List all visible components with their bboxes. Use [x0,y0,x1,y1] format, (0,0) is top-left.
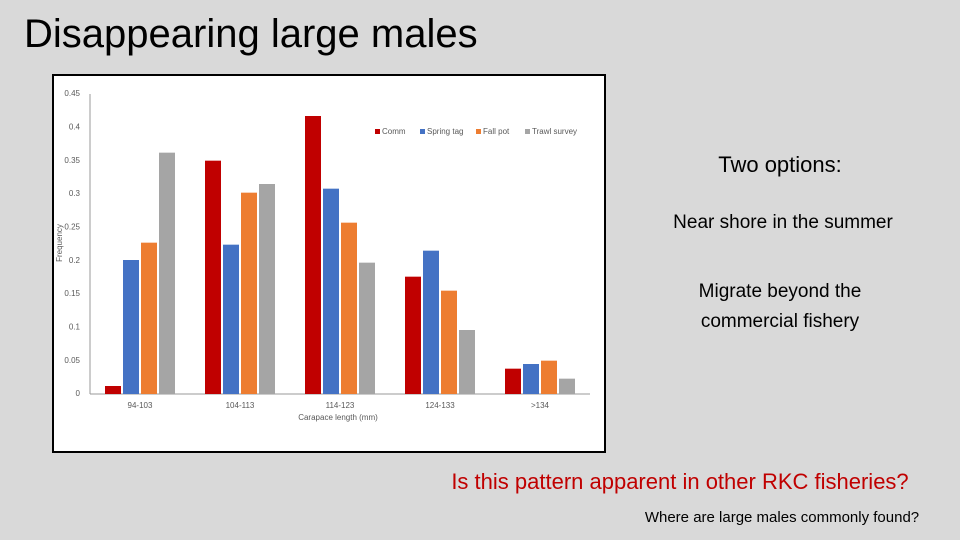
bar [459,330,475,394]
legend-swatch [525,129,530,134]
option: Near shore in the summer [673,212,893,233]
legend-label: Fall pot [483,127,510,136]
y-tick-label: 0.35 [64,156,80,165]
sub-question: Where are large males commonly found? [644,509,920,526]
y-tick-label: 0.05 [64,356,80,365]
x-tick-label: 114-123 [326,401,355,410]
bar [123,260,139,394]
options-heading: Two options: [718,152,842,177]
bar [141,242,157,394]
legend-label: Spring tag [427,127,463,136]
x-tick-label: 124-133 [425,401,455,410]
legend-label: Comm [382,127,406,136]
bar [341,222,357,394]
x-axis-label: Carapace length (mm) [298,413,378,422]
y-tick-label: 0.4 [69,122,81,131]
y-tick-label: 0.2 [69,256,81,265]
bar [441,290,457,394]
legend-label: Trawl survey [532,127,577,136]
x-tick-label: 104-113 [226,401,255,410]
bar [423,250,439,394]
bar [359,262,375,394]
y-tick-label: 0.25 [64,222,80,231]
y-tick-label: 0.1 [69,322,81,331]
bar [559,378,575,394]
bar [323,188,339,394]
legend-swatch [476,129,481,134]
y-axis-label: Frequency [55,224,64,262]
slide-title: Disappearing large males [24,12,478,56]
bar [405,276,421,394]
question: Is this pattern apparent in other RKC fi… [451,469,909,494]
bar [259,184,275,394]
legend-swatch [375,129,380,134]
bar [541,360,557,394]
bar [159,152,175,394]
option: Migrate beyond the commercial fishery [698,281,862,332]
bar [105,386,121,394]
y-tick-label: 0.45 [64,89,80,98]
y-tick-label: 0.15 [64,289,80,298]
bar [223,244,239,394]
x-tick-label: 94-103 [128,401,153,410]
legend-swatch [420,129,425,134]
y-tick-label: 0 [76,389,81,398]
y-tick-label: 0.3 [69,189,81,198]
bar [305,116,321,394]
bar [205,160,221,394]
bar [523,364,539,394]
bar [241,192,257,394]
bar [505,368,521,394]
x-tick-label: >134 [531,401,550,410]
